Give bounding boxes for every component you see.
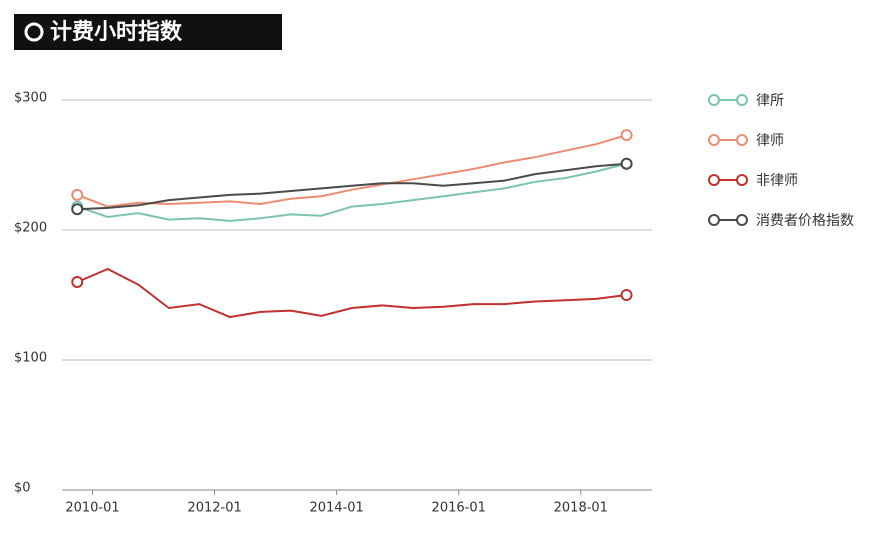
x-tick-label: 2016-01 — [432, 501, 486, 516]
chart-title: 计费小时指数 — [50, 19, 183, 45]
end-marker — [620, 129, 633, 142]
end-marker — [620, 157, 633, 170]
legend-marker — [736, 94, 748, 106]
legend-label: 律所 — [756, 93, 784, 109]
end-marker — [71, 188, 84, 201]
legend-marker — [736, 134, 748, 146]
legend-marker — [708, 214, 720, 226]
legend-marker — [708, 94, 720, 106]
y-tick-label: $300 — [14, 91, 47, 106]
series-line — [76, 267, 627, 319]
legend-marker — [708, 174, 720, 186]
end-marker — [71, 203, 84, 216]
y-tick-label: $100 — [14, 351, 47, 366]
series-line — [76, 134, 627, 208]
y-tick-label: $200 — [14, 221, 47, 236]
legend-marker — [708, 134, 720, 146]
legend-label: 消费者价格指数 — [756, 213, 854, 229]
legend-marker — [736, 174, 748, 186]
x-tick-label: 2014-01 — [309, 501, 363, 516]
title-box — [14, 14, 282, 50]
legend-marker — [736, 214, 748, 226]
title-icon — [24, 22, 44, 42]
end-marker — [71, 276, 84, 288]
x-tick-label: 2012-01 — [187, 501, 241, 516]
legend-label: 非律师 — [756, 173, 798, 189]
legend-label: 律师 — [756, 133, 784, 149]
end-marker — [620, 289, 633, 301]
y-tick-label: $0 — [14, 481, 31, 496]
x-tick-label: 2018-01 — [554, 501, 608, 516]
series-line — [76, 162, 627, 222]
series-line — [77, 162, 627, 211]
x-tick-label: 2010-01 — [65, 501, 119, 516]
